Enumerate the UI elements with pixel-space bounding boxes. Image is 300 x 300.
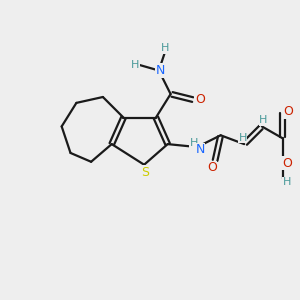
Text: O: O xyxy=(282,157,292,170)
Text: H: H xyxy=(131,60,140,70)
Text: H: H xyxy=(190,138,198,148)
Text: H: H xyxy=(238,133,247,142)
Text: H: H xyxy=(259,115,268,125)
Text: O: O xyxy=(284,105,293,118)
Text: H: H xyxy=(160,44,169,53)
Text: S: S xyxy=(142,166,150,178)
Text: N: N xyxy=(156,64,165,77)
Text: O: O xyxy=(195,93,205,106)
Text: H: H xyxy=(283,177,291,188)
Text: N: N xyxy=(195,143,205,157)
Text: O: O xyxy=(207,161,217,174)
